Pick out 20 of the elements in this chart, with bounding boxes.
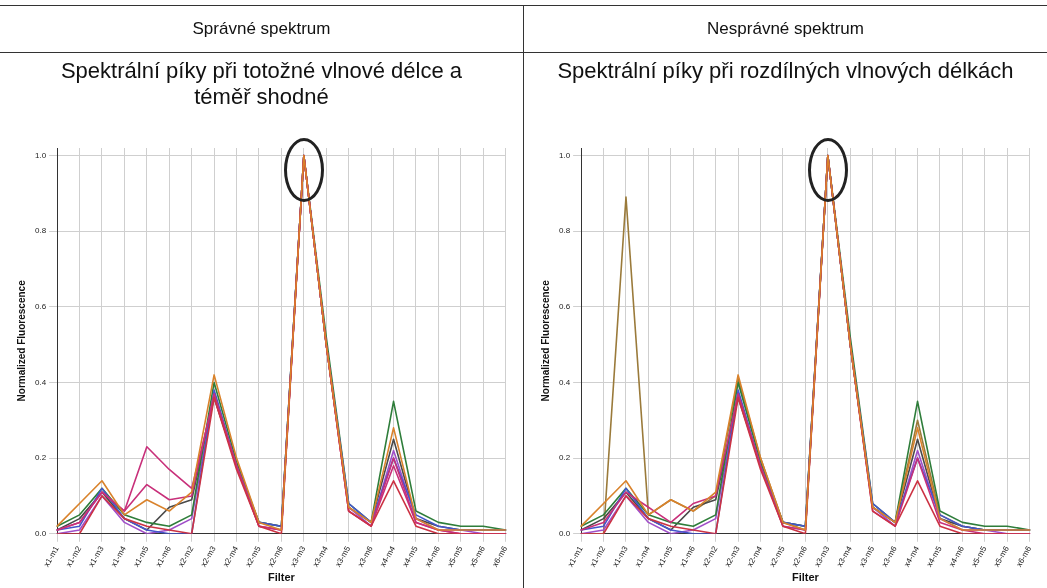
y-axis-title: Normalized Fluorescence: [539, 279, 551, 402]
chart-subtitle: Spektrální píky při rozdílných vlnových délkách: [556, 58, 1015, 84]
y-axis-title: Normalized Fluorescence: [15, 279, 27, 402]
y-tick-label: 0.2: [35, 453, 47, 463]
y-tick-label: 0.8: [35, 226, 47, 236]
y-tick-label: 0.4: [35, 377, 47, 387]
y-tick-label: 0.0: [35, 528, 47, 538]
x-axis-title: Filter: [791, 571, 820, 584]
y-tick-label: 1.0: [35, 150, 47, 160]
x-axis-title: Filter: [267, 571, 296, 584]
y-tick-label: 0.6: [35, 302, 47, 312]
y-tick-label: 0.2: [559, 453, 571, 463]
y-tick-label: 0.6: [559, 302, 571, 312]
chart-title: Správné spektrum: [191, 18, 332, 40]
y-tick-label: 0.8: [559, 226, 571, 236]
y-tick-label: 0.0: [559, 528, 571, 538]
y-tick-label: 0.4: [559, 377, 571, 387]
chart-title: Nesprávné spektrum: [706, 18, 865, 40]
chart-subtitle: Spektrální píky při totožné vlnové délce a téměř shodné: [59, 58, 464, 110]
y-tick-label: 1.0: [559, 150, 571, 160]
